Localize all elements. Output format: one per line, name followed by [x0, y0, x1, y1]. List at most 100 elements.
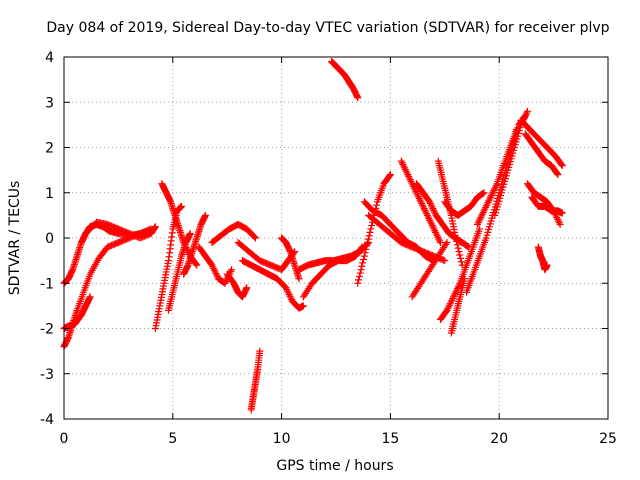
data-point — [373, 201, 381, 209]
data-point — [521, 112, 529, 120]
data-point — [402, 167, 410, 175]
data-point — [424, 213, 432, 221]
data-point — [449, 295, 457, 303]
data-point — [485, 197, 493, 205]
data-point — [192, 260, 200, 268]
data-point — [354, 279, 362, 287]
data-points — [60, 58, 566, 414]
data-series — [521, 130, 562, 179]
data-point — [445, 301, 453, 309]
y-tick-label: 4 — [45, 50, 54, 66]
data-point — [420, 205, 428, 213]
data-point — [414, 191, 422, 199]
data-point — [210, 265, 218, 273]
data-point — [436, 237, 444, 245]
data-point — [413, 189, 421, 197]
data-point — [555, 219, 563, 227]
data-point — [210, 266, 218, 274]
data-point — [473, 220, 481, 228]
x-tick-label: 20 — [490, 431, 508, 447]
data-point — [433, 232, 441, 240]
data-point — [421, 206, 429, 214]
data-point — [432, 228, 440, 236]
y-tick-label: -1 — [40, 276, 54, 292]
data-point — [522, 111, 530, 119]
data-point — [250, 233, 258, 241]
data-point — [405, 174, 413, 182]
data-point — [356, 269, 364, 277]
data-series — [517, 116, 566, 170]
data-series — [534, 243, 551, 274]
data-series — [180, 211, 209, 278]
data-point — [227, 267, 235, 275]
data-point — [386, 172, 394, 180]
data-point — [475, 217, 483, 225]
data-point — [556, 220, 564, 228]
data-point — [287, 294, 295, 302]
data-point — [450, 293, 458, 301]
data-point — [554, 171, 562, 179]
data-point — [228, 266, 236, 274]
data-point — [407, 177, 415, 185]
data-point — [151, 223, 159, 231]
data-point — [491, 185, 499, 193]
data-point — [484, 198, 492, 206]
data-point — [553, 170, 561, 178]
y-tick-label: -3 — [40, 367, 54, 383]
data-point — [201, 211, 209, 219]
data-point — [360, 252, 368, 260]
data-point — [425, 215, 433, 223]
data-point — [286, 292, 294, 300]
data-point — [427, 201, 435, 209]
data-point — [435, 235, 443, 243]
data-point — [355, 272, 363, 280]
data-point — [482, 202, 490, 210]
data-series — [164, 229, 194, 314]
data-point — [434, 233, 442, 241]
data-point — [454, 244, 462, 252]
data-point — [553, 214, 561, 222]
data-point — [386, 171, 394, 179]
data-point — [398, 159, 406, 167]
data-point — [430, 225, 438, 233]
data-point — [492, 181, 500, 189]
y-axis-label: SDTVAR / TECUs — [7, 181, 23, 296]
data-point — [428, 222, 436, 230]
data-point — [451, 289, 459, 297]
data-point — [476, 225, 484, 233]
data-point — [452, 234, 460, 242]
data-point — [426, 199, 434, 207]
data-point — [457, 254, 465, 262]
data-point — [430, 206, 438, 214]
x-tick-label: 15 — [381, 431, 399, 447]
data-point — [354, 94, 362, 102]
y-tick-label: 1 — [45, 186, 54, 202]
data-point — [366, 228, 374, 236]
data-point — [212, 270, 220, 278]
data-point — [405, 172, 413, 180]
data-point — [523, 107, 531, 115]
data-point — [442, 240, 450, 248]
data-point — [427, 220, 435, 228]
data-point — [443, 306, 451, 314]
data-point — [358, 262, 366, 270]
data-point — [431, 227, 439, 235]
data-point — [193, 261, 201, 269]
data-point — [454, 283, 462, 291]
data-point — [209, 263, 217, 271]
data-point — [221, 279, 229, 287]
data-point — [486, 193, 494, 201]
data-point — [426, 216, 434, 224]
data-point — [477, 214, 485, 222]
data-point — [445, 303, 453, 311]
data-point — [483, 200, 491, 208]
data-point — [441, 257, 449, 265]
data-point — [284, 289, 292, 297]
data-series — [441, 189, 488, 219]
data-point — [558, 209, 566, 217]
data-point — [557, 160, 565, 168]
data-series — [223, 270, 251, 301]
data-point — [489, 188, 497, 196]
data-point — [359, 255, 367, 263]
